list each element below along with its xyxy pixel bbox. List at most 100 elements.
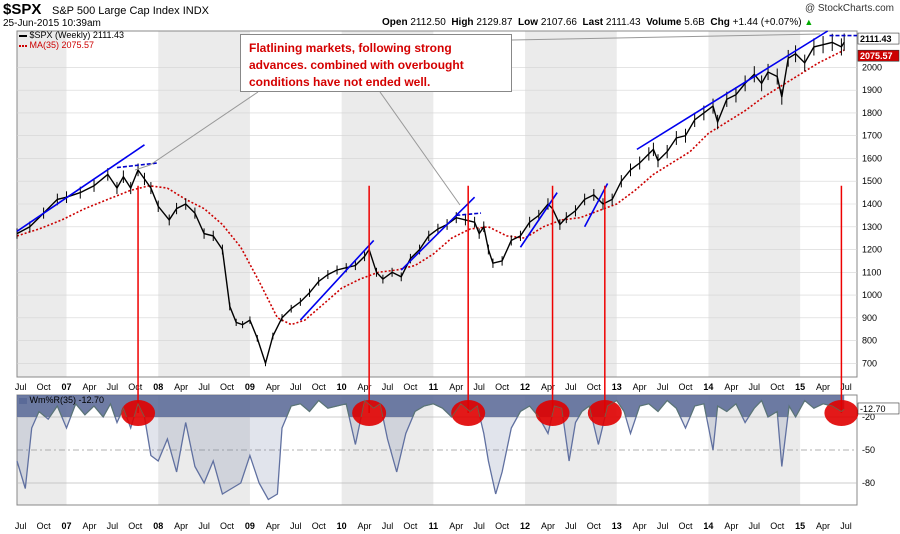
callout-pointer-mid <box>379 91 461 206</box>
last-ma-tag: 2075.57 <box>860 51 893 61</box>
osc-y-tick: -80 <box>862 478 875 488</box>
x-tick-label-bottom: Oct <box>220 521 235 531</box>
chg-label: Chg <box>710 17 730 28</box>
x-tick-label-top: Jul <box>290 382 302 392</box>
x-tick-label-bottom: Oct <box>679 521 694 531</box>
x-tick-label-bottom: Apr <box>724 521 738 531</box>
trendline <box>583 183 609 228</box>
x-tick-label-bottom: Apr <box>633 521 647 531</box>
open-label: Open <box>382 17 408 28</box>
x-tick-label-bottom: 11 <box>429 521 439 531</box>
ma35-line <box>16 49 845 326</box>
legend-ma-swatch <box>19 44 27 47</box>
x-tick-label-bottom: Oct <box>312 521 327 531</box>
up-arrow-icon: ▲ <box>804 17 814 27</box>
x-tick-label-top: Oct <box>679 382 694 392</box>
x-tick-label-bottom: Jul <box>657 521 669 531</box>
x-tick-label-top: Oct <box>403 382 418 392</box>
x-tick-label-bottom: Apr <box>82 521 96 531</box>
chg-value: +1.44 (+0.07%) <box>732 17 802 28</box>
high-value: 2129.87 <box>476 17 513 28</box>
symbol-label: $SPX <box>3 1 42 18</box>
x-tick-label-bottom: Jul <box>840 521 852 531</box>
legend-spx-swatch <box>19 34 27 37</box>
price-y-tick: 1700 <box>862 131 882 141</box>
x-tick-label-bottom: 14 <box>703 521 713 531</box>
legend-wmr-label: Wm%R(35) -12.70 <box>29 395 105 405</box>
x-tick-label-top: Apr <box>816 382 830 392</box>
price-y-tick: 1100 <box>862 267 881 277</box>
oscillator-legend: Wm%R(35) -12.70 <box>19 395 104 405</box>
x-tick-label-bottom: Jul <box>198 521 210 531</box>
symbol-description: S&P 500 Large Cap Index INDX <box>52 5 209 17</box>
price-y-tick: 1200 <box>862 245 882 255</box>
trendline <box>400 196 476 271</box>
volume-value: 5.6B <box>684 17 705 28</box>
x-tick-label-bottom: Jul <box>565 521 577 531</box>
x-tick-label-top: 07 <box>62 382 72 392</box>
x-tick-label-bottom: Oct <box>770 521 785 531</box>
x-tick-label-top: Jul <box>198 382 210 392</box>
price-y-tick: 1000 <box>862 290 882 300</box>
legend-spx: $SPX (Weekly) 2111.43 <box>19 30 124 40</box>
overbought-highlight-ellipse <box>121 400 156 426</box>
price-y-tick: 1800 <box>862 108 882 118</box>
x-tick-label-bottom: Oct <box>37 521 52 531</box>
overbought-highlight-ellipse <box>451 400 486 426</box>
x-tick-label-top: 09 <box>245 382 255 392</box>
annotation-callout: Flatlining markets, following strong adv… <box>240 34 512 92</box>
overbought-highlight-ellipse <box>352 400 387 426</box>
x-tick-label-top: Oct <box>128 382 143 392</box>
x-tick-label-top: Apr <box>266 382 280 392</box>
x-tick-label-bottom: 09 <box>245 521 255 531</box>
x-tick-label-top: 13 <box>612 382 622 392</box>
price-y-tick: 1600 <box>862 153 882 163</box>
price-y-tick: 900 <box>862 313 877 323</box>
x-tick-label-bottom: Oct <box>403 521 418 531</box>
x-tick-label-bottom: Apr <box>449 521 463 531</box>
x-tick-label-top: 14 <box>703 382 713 392</box>
chart-header: $SPX S&P 500 Large Cap Index INDX @ Stoc… <box>0 0 900 32</box>
price-y-tick: 1900 <box>862 85 882 95</box>
index-name: S&P 500 Large Cap Index <box>52 5 180 17</box>
x-tick-label-bottom: Jul <box>749 521 761 531</box>
stockcharts-credit[interactable]: @ StockCharts.com <box>804 3 894 14</box>
legend-ma: MA(35) 2075.57 <box>19 40 124 50</box>
x-tick-label-top: 11 <box>429 382 439 392</box>
wmr-line-overlay <box>36 399 845 417</box>
x-tick-label-bottom: Apr <box>358 521 372 531</box>
x-tick-label-top: Apr <box>541 382 555 392</box>
x-tick-label-bottom: 15 <box>795 521 805 531</box>
overbought-highlight-ellipse <box>824 400 859 426</box>
x-tick-label-top: Oct <box>770 382 785 392</box>
x-tick-label-bottom: Jul <box>290 521 302 531</box>
legend-wmr-swatch <box>19 397 27 404</box>
exchange-label: INDX <box>182 5 209 17</box>
price-y-tick: 700 <box>862 358 877 368</box>
timestamp: 25-Jun-2015 10:39am <box>3 18 101 29</box>
open-value: 2112.50 <box>410 17 446 28</box>
x-tick-label-bottom: Jul <box>382 521 394 531</box>
last-label: Last <box>582 17 604 28</box>
x-tick-label-top: Jul <box>15 382 27 392</box>
x-tick-label-top: Oct <box>312 382 327 392</box>
x-tick-label-top: Apr <box>82 382 96 392</box>
callout-pointer-right <box>511 33 821 41</box>
x-tick-label-top: Apr <box>174 382 188 392</box>
x-tick-label-top: Oct <box>587 382 602 392</box>
osc-y-tick: -50 <box>862 445 875 455</box>
x-tick-label-top: Apr <box>449 382 463 392</box>
x-tick-label-top: Jul <box>107 382 119 392</box>
x-tick-label-top: Jul <box>840 382 852 392</box>
x-tick-label-top: Jul <box>565 382 577 392</box>
last-ma-tag-bg <box>857 49 900 62</box>
trendline <box>299 239 375 321</box>
x-tick-label-top: 12 <box>520 382 530 392</box>
x-tick-label-top: Jul <box>382 382 394 392</box>
low-value: 2107.66 <box>540 17 577 28</box>
x-tick-label-top: Jul <box>473 382 485 392</box>
price-legend: $SPX (Weekly) 2111.43 MA(35) 2075.57 <box>19 30 124 50</box>
quote-bar: Open 2112.50 High 2129.87 Low 2107.66 La… <box>382 17 813 28</box>
callout-pointer-left <box>134 91 259 171</box>
